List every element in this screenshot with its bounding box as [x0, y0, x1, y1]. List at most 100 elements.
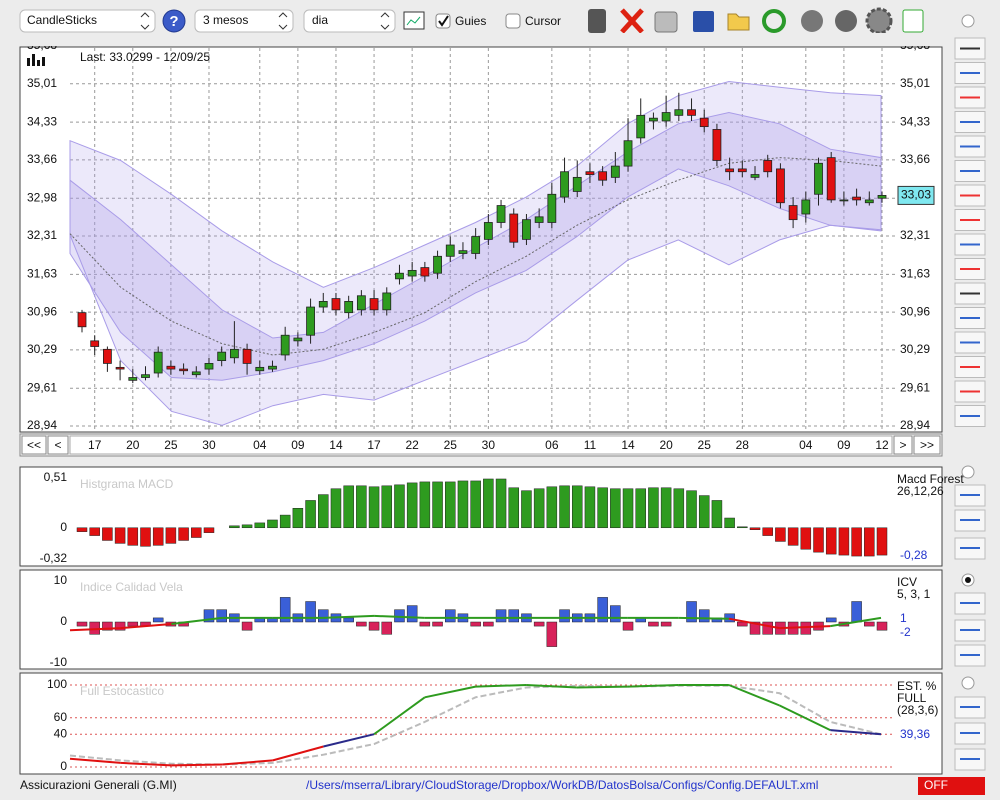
y-tick-label: 0,51 — [44, 470, 68, 484]
icon-bar — [37, 60, 40, 66]
candle-body — [179, 368, 188, 372]
panel-title: Indice Calidad Vela — [80, 580, 183, 594]
delete-icon[interactable] — [620, 8, 644, 34]
currency-icon[interactable] — [835, 10, 857, 32]
bar — [648, 487, 659, 529]
calendar-icon[interactable] — [902, 9, 924, 33]
trash-icon[interactable] — [588, 9, 606, 33]
bar — [546, 621, 558, 647]
candle-body — [610, 165, 620, 178]
candle-body — [852, 196, 862, 201]
icon-bar — [27, 58, 30, 66]
cursor-label: Cursor — [525, 14, 561, 28]
y-tick-label: -10 — [50, 655, 68, 669]
bar — [102, 527, 113, 541]
y-tick-label: 35,01 — [27, 76, 57, 90]
bar — [152, 617, 164, 623]
bar — [483, 621, 494, 627]
y-tick-label-right: 28,94 — [900, 418, 930, 432]
candle-body — [471, 236, 481, 254]
interval-select[interactable] — [303, 9, 396, 33]
bar — [660, 487, 672, 529]
nav-first-button[interactable] — [21, 435, 47, 455]
toolbar-icons — [588, 7, 975, 35]
radio[interactable] — [961, 676, 975, 690]
candle-body — [331, 298, 341, 311]
refresh-icon[interactable] — [762, 9, 786, 33]
k-line — [424, 685, 476, 699]
open-icon[interactable] — [727, 13, 750, 31]
candle-body — [306, 306, 315, 336]
nav-last-button[interactable] — [913, 435, 941, 455]
bar — [470, 480, 481, 529]
bar — [533, 621, 545, 627]
bar — [279, 514, 291, 529]
config-path[interactable]: /Users/mserra/Library/CloudStorage/Dropb… — [306, 778, 818, 792]
candle-body — [369, 298, 379, 311]
bar — [635, 488, 646, 529]
x-tick-label: 14 — [329, 438, 343, 452]
candle-body — [763, 160, 773, 173]
candle-body — [483, 222, 493, 240]
bar — [533, 488, 545, 529]
candle-body — [687, 109, 696, 116]
y-tick-label: 40 — [54, 726, 68, 740]
period-select[interactable] — [194, 9, 294, 33]
bar — [102, 621, 113, 631]
bar — [305, 601, 316, 623]
y-tick-label: 29,61 — [27, 380, 57, 394]
candle-body — [826, 157, 836, 201]
guides-checkbox[interactable] — [435, 13, 451, 29]
k-line — [475, 684, 527, 688]
help-button[interactable] — [162, 9, 186, 33]
settings-icon[interactable] — [865, 7, 893, 35]
nav-track[interactable] — [69, 435, 893, 455]
radio[interactable] — [961, 465, 975, 479]
candle-body — [255, 366, 265, 372]
chart-icon[interactable] — [403, 11, 425, 30]
bar — [622, 488, 634, 529]
panel-legend: FULL — [897, 691, 927, 705]
chart-type-select[interactable] — [19, 9, 156, 33]
candle-body — [293, 337, 303, 342]
x-tick-label: 28 — [736, 438, 750, 452]
cursor-checkbox[interactable] — [505, 13, 521, 29]
y-tick-label-right: 32,31 — [900, 228, 930, 242]
state: OFF — [924, 778, 948, 792]
bar — [686, 490, 697, 529]
x-tick-label: 25 — [698, 438, 712, 452]
candle-body — [102, 348, 112, 364]
nav-prev-button[interactable] — [47, 435, 69, 455]
y-tick-label: 30,29 — [27, 342, 57, 356]
x-tick-label: 17 — [367, 438, 381, 452]
bar — [876, 527, 888, 556]
x-tick-label: 04 — [253, 438, 267, 452]
candle-body — [560, 171, 569, 198]
nav-next-button[interactable] — [893, 435, 913, 455]
x-tick-label: 25 — [444, 438, 458, 452]
print-icon[interactable] — [654, 11, 678, 33]
y-tick-label: 28,94 — [27, 418, 57, 432]
bar — [864, 527, 875, 557]
save-icon[interactable] — [693, 11, 714, 32]
reading: -0,28 — [900, 548, 928, 562]
checkmark — [438, 15, 449, 27]
k-line — [728, 684, 780, 707]
bar — [876, 621, 888, 631]
volume-icon — [27, 54, 45, 66]
candle-body — [407, 269, 417, 277]
signal-line — [678, 616, 729, 620]
bar — [483, 478, 494, 529]
bar — [394, 484, 405, 529]
panel-legend: ICV — [897, 575, 917, 589]
bar — [864, 621, 875, 627]
sync-icon[interactable] — [801, 10, 823, 32]
state-box[interactable] — [918, 777, 985, 795]
bar — [559, 609, 570, 623]
candle-body — [242, 348, 252, 364]
y-tick-label-right: 30,29 — [900, 342, 930, 356]
signal-line — [728, 617, 780, 630]
bar — [495, 609, 507, 623]
radio[interactable] — [961, 14, 975, 28]
